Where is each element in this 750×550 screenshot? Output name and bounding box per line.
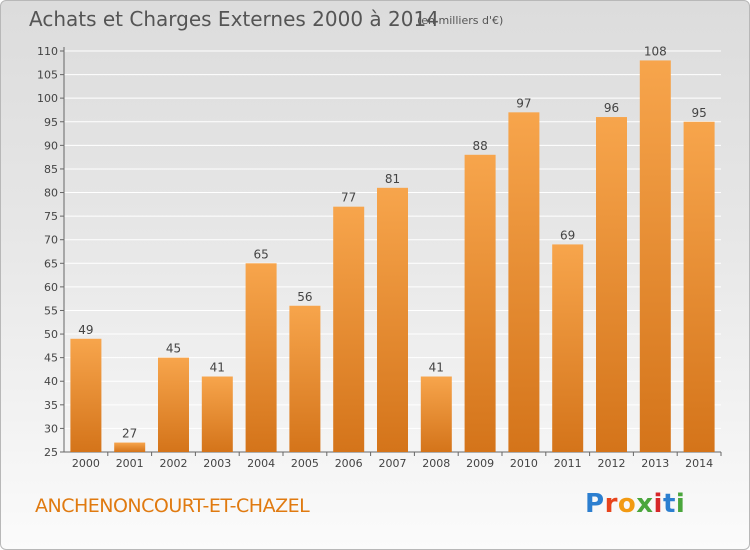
- axes: 25 30 35 40 45 50 55 60 65 70 75 80 85 90 95 100 105 110 2…: [37, 45, 722, 470]
- data-labels: 49 27 45 41 65 56 77 81 41 88 97 69 96 108 95: [78, 44, 706, 440]
- x-tick-label: 2012: [598, 457, 626, 470]
- x-tick-label: 2002: [160, 457, 188, 470]
- bar: [596, 117, 627, 452]
- bar: [683, 121, 715, 452]
- y-tick-label: 70: [44, 234, 58, 247]
- x-tick-label: 2005: [291, 457, 319, 470]
- chart-title: Achats et Charges Externes 2000 à 2014: [29, 7, 439, 31]
- data-label: 108: [644, 44, 667, 58]
- y-tick-label: 100: [37, 92, 58, 105]
- x-tick-label: 2000: [72, 457, 100, 470]
- bar: [508, 112, 540, 453]
- y-tick-label: 40: [44, 375, 58, 388]
- x-tick-label: 2001: [116, 457, 144, 470]
- data-label: 49: [78, 323, 93, 337]
- data-label: 45: [166, 342, 181, 356]
- chart-subtitle: (en milliers d'€): [417, 14, 504, 27]
- data-label: 56: [297, 290, 312, 304]
- proxiti-logo: Proxiti: [585, 489, 686, 519]
- x-tick-label: 2010: [510, 457, 538, 470]
- bar: [289, 305, 321, 452]
- x-tick-label: 2013: [641, 457, 669, 470]
- y-tick-label: 50: [44, 328, 58, 341]
- y-tick-label: 110: [37, 45, 58, 58]
- data-label: 97: [516, 96, 531, 110]
- data-label: 27: [122, 427, 137, 441]
- bar: [245, 263, 277, 452]
- data-label: 81: [385, 172, 400, 186]
- data-label: 77: [341, 191, 356, 205]
- bar: [420, 376, 452, 452]
- bar: [639, 60, 671, 452]
- data-label: 65: [253, 247, 268, 261]
- bar: [552, 244, 584, 452]
- data-label: 88: [472, 139, 487, 153]
- y-tick-label: 45: [44, 352, 58, 365]
- y-tick-label: 25: [44, 446, 58, 459]
- data-label: 41: [210, 361, 225, 375]
- data-label: 69: [560, 228, 575, 242]
- x-tick-label: 2006: [335, 457, 363, 470]
- bar: [114, 442, 146, 452]
- x-tick-label: 2011: [554, 457, 582, 470]
- bar: [464, 154, 496, 452]
- x-tick-label: 2004: [247, 457, 275, 470]
- y-tick-label: 90: [44, 139, 58, 152]
- y-tick-label: 55: [44, 304, 58, 317]
- x-tick-label: 2008: [422, 457, 450, 470]
- x-tick-label: 2009: [466, 457, 494, 470]
- data-label: 95: [691, 106, 706, 120]
- bar: [70, 338, 102, 452]
- bar: [201, 376, 233, 452]
- y-tick-label: 75: [44, 210, 58, 223]
- y-tick-label: 105: [37, 69, 58, 82]
- y-tick-label: 30: [44, 422, 58, 435]
- x-tick-label: 2014: [685, 457, 713, 470]
- data-label: 41: [429, 361, 444, 375]
- bar: [377, 187, 408, 452]
- y-tick-label: 60: [44, 281, 58, 294]
- bar: [333, 206, 365, 452]
- y-tick-label: 95: [44, 116, 58, 129]
- data-label: 96: [604, 101, 619, 115]
- y-tick-label: 80: [44, 187, 58, 200]
- location-name: ANCHENONCOURT-ET-CHAZEL: [35, 495, 310, 517]
- bar: [158, 357, 189, 452]
- y-tick-label: 65: [44, 257, 58, 270]
- x-tick-label: 2003: [203, 457, 231, 470]
- y-tick-label: 35: [44, 399, 58, 412]
- y-tick-label: 85: [44, 163, 58, 176]
- x-tick-label: 2007: [379, 457, 407, 470]
- bars: [70, 60, 715, 453]
